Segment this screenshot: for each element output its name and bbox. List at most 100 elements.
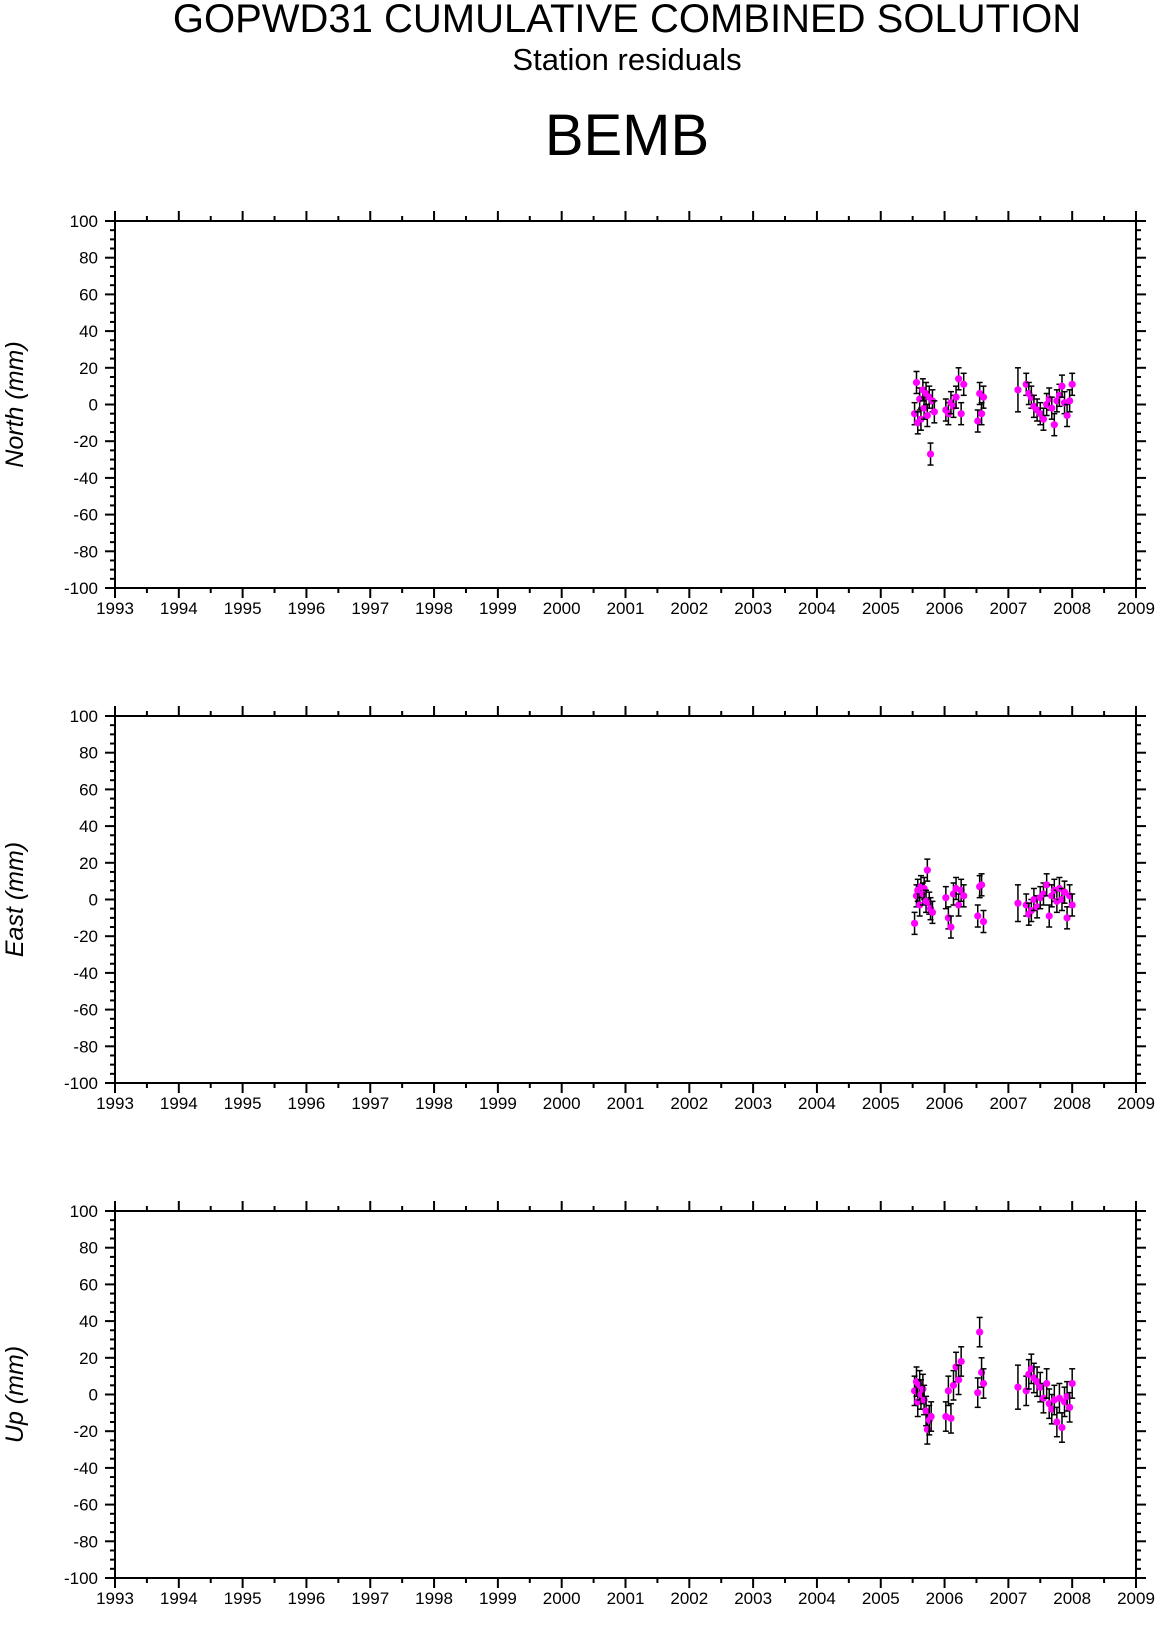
east-point-marker bbox=[1048, 892, 1056, 900]
up-point-marker bbox=[1027, 1365, 1035, 1373]
up-x-tick-label: 2007 bbox=[989, 1589, 1027, 1608]
east-point-marker bbox=[923, 866, 931, 874]
up-x-tick-label: 1993 bbox=[96, 1589, 134, 1608]
north-point-marker bbox=[926, 450, 935, 458]
north-point-marker bbox=[974, 417, 982, 425]
east-point-marker bbox=[1058, 895, 1066, 904]
north-y-tick-label: 0 bbox=[89, 396, 98, 415]
north-data-point bbox=[960, 372, 968, 397]
up-point-marker bbox=[1058, 1423, 1066, 1432]
up-point-marker bbox=[1048, 1405, 1056, 1413]
east-x-tick-label: 1993 bbox=[96, 1094, 134, 1113]
up-point-marker bbox=[1036, 1383, 1044, 1391]
east-point-marker bbox=[955, 901, 963, 909]
east-data-point bbox=[942, 885, 950, 910]
north-point-marker bbox=[923, 411, 931, 420]
east-y-tick-label: 40 bbox=[79, 817, 98, 836]
up-data-point bbox=[957, 1346, 965, 1377]
up-data-point bbox=[976, 1316, 984, 1348]
north-x-tick-label: 1993 bbox=[96, 599, 134, 618]
east-y-axis-label: East (mm) bbox=[1, 842, 29, 957]
north-y-tick-label: -100 bbox=[64, 579, 98, 598]
east-y-tick-label: 0 bbox=[89, 891, 98, 910]
up-x-tick-label: 1997 bbox=[351, 1589, 389, 1608]
north-point-marker bbox=[920, 404, 928, 412]
up-panel: Up (mm) 1993 1994 1995 1996 1997 1998 1999 2000 2… bbox=[1, 1201, 1155, 1608]
north-data-point bbox=[917, 407, 925, 431]
east-y-tick-label: -20 bbox=[73, 927, 98, 946]
north-data-point bbox=[977, 401, 986, 426]
east-x-tick-label: 2004 bbox=[798, 1094, 836, 1113]
east-point-marker bbox=[1043, 881, 1051, 889]
north-x-tick-label: 1997 bbox=[351, 599, 389, 618]
up-point-marker bbox=[1053, 1418, 1061, 1426]
north-y-tick-label: 40 bbox=[79, 322, 98, 341]
up-x-tick-label: 2005 bbox=[862, 1589, 900, 1608]
up-point-marker bbox=[919, 1385, 927, 1393]
east-y-tick-label: -40 bbox=[73, 964, 98, 983]
up-point-marker bbox=[1066, 1403, 1074, 1411]
east-point-marker bbox=[1063, 914, 1071, 922]
east-data-point bbox=[979, 909, 988, 934]
east-data-point bbox=[1030, 887, 1038, 912]
north-data-point bbox=[930, 400, 938, 424]
north-point-marker bbox=[917, 415, 925, 423]
east-point-marker bbox=[1068, 901, 1076, 909]
north-point-marker bbox=[955, 375, 963, 383]
up-point-marker bbox=[1025, 1370, 1033, 1378]
up-data-point bbox=[927, 1401, 935, 1432]
up-data-point bbox=[1068, 1368, 1076, 1399]
north-data-point bbox=[955, 367, 963, 391]
up-x-tick-label: 2004 bbox=[798, 1589, 836, 1608]
north-x-tick-label: 1998 bbox=[415, 599, 453, 618]
up-point-marker bbox=[1045, 1400, 1053, 1408]
east-y-tick-label: -80 bbox=[73, 1037, 98, 1056]
north-y-tick-label: -40 bbox=[73, 469, 98, 488]
east-point-marker bbox=[928, 908, 937, 916]
north-y-tick-label: 100 bbox=[70, 212, 98, 231]
north-point-marker bbox=[979, 393, 988, 401]
north-data-point bbox=[1039, 407, 1048, 431]
north-point-marker bbox=[1050, 421, 1058, 429]
up-y-tick-label: 20 bbox=[79, 1349, 98, 1368]
east-x-tick-label: 2000 bbox=[543, 1094, 581, 1113]
up-y-tick-label: 100 bbox=[70, 1202, 98, 1221]
east-point-marker bbox=[942, 894, 950, 902]
north-point-marker bbox=[1058, 382, 1066, 390]
east-point-marker bbox=[1014, 899, 1022, 907]
east-data-point bbox=[1060, 880, 1069, 904]
up-x-tick-label: 1994 bbox=[160, 1589, 198, 1608]
north-y-tick-label: 20 bbox=[79, 359, 98, 378]
east-data-point bbox=[977, 873, 986, 897]
east-x-tick-label: 1998 bbox=[415, 1094, 453, 1113]
north-data-point bbox=[1066, 389, 1074, 413]
north-point-marker bbox=[930, 408, 938, 416]
up-point-marker bbox=[976, 1328, 984, 1336]
up-y-tick-label: 40 bbox=[79, 1312, 98, 1331]
north-x-tick-label: 2009 bbox=[1117, 599, 1155, 618]
north-data-point bbox=[1036, 401, 1044, 426]
east-data-point bbox=[1014, 884, 1022, 923]
east-y-tick-label: 100 bbox=[70, 707, 98, 726]
up-x-tick-label: 1996 bbox=[288, 1589, 326, 1608]
north-point-marker bbox=[977, 410, 986, 418]
north-point-marker bbox=[1068, 380, 1076, 388]
north-y-tick-label: 80 bbox=[79, 249, 98, 268]
north-point-marker bbox=[960, 380, 968, 388]
east-y-tick-label: -100 bbox=[64, 1074, 98, 1093]
east-point-marker bbox=[1045, 912, 1053, 920]
east-point-marker bbox=[974, 912, 982, 920]
up-y-tick-label: -100 bbox=[64, 1569, 98, 1588]
north-data-point bbox=[979, 385, 988, 409]
up-x-tick-label: 1999 bbox=[479, 1589, 517, 1608]
east-data-point bbox=[960, 884, 968, 908]
north-x-tick-label: 2004 bbox=[798, 599, 836, 618]
east-x-tick-label: 2007 bbox=[989, 1094, 1027, 1113]
up-x-tick-label: 2009 bbox=[1117, 1589, 1155, 1608]
north-y-axis-label: North (mm) bbox=[1, 341, 29, 467]
east-point-marker bbox=[949, 890, 958, 898]
up-point-marker bbox=[974, 1389, 982, 1397]
up-y-tick-label: -80 bbox=[73, 1532, 98, 1551]
north-point-marker bbox=[952, 393, 960, 401]
